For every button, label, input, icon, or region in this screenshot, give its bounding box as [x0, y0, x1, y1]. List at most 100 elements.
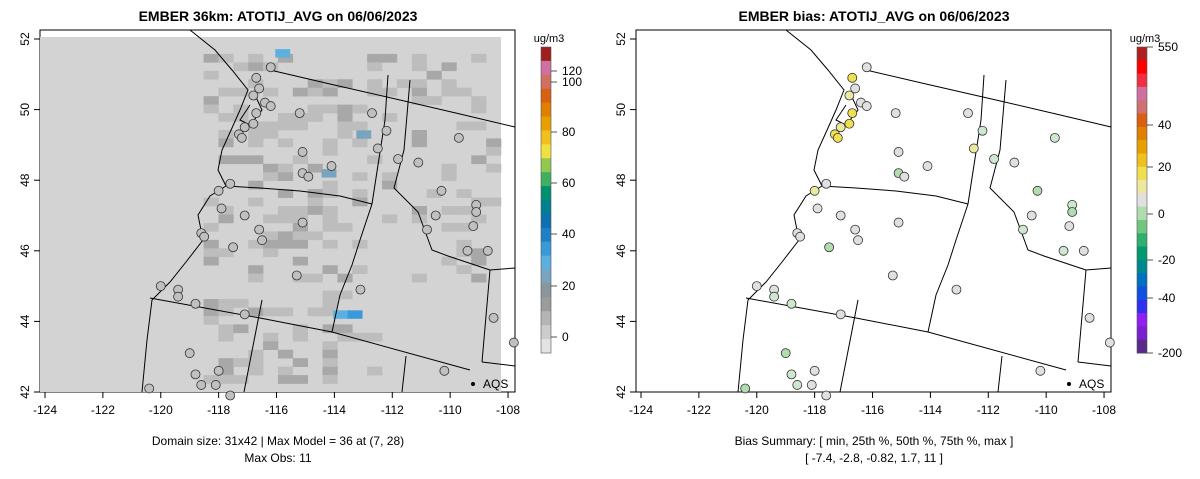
map-boundary: [1085, 267, 1112, 271]
station-marker: [265, 101, 276, 111]
station-marker: [792, 380, 803, 390]
map-boundary: [865, 69, 1112, 128]
grid-cell: [411, 214, 427, 224]
grid-cell: [352, 265, 368, 274]
grid-cell: [441, 163, 457, 173]
grid-cell: [441, 62, 457, 72]
colorbar-swatch: [1137, 246, 1147, 261]
grid-cell: [337, 113, 353, 122]
colorbar-swatch: [1137, 126, 1147, 141]
grid-cell: [322, 87, 338, 97]
x-tick-label: -114: [323, 403, 346, 417]
colorbar-swatch: [541, 241, 551, 257]
grid-cell: [233, 375, 249, 384]
grid-cell: [307, 231, 323, 241]
grid-cell: [277, 163, 294, 173]
grid-cell: [307, 189, 323, 198]
colorbar-swatch: [541, 74, 551, 90]
station-marker: [893, 217, 904, 228]
grid-cell: [292, 121, 308, 131]
colorbar-swatch: [541, 186, 551, 201]
grid-cell: [486, 163, 502, 173]
map-boundary: [481, 269, 491, 363]
grid-cell: [307, 113, 323, 122]
grid-cell: [471, 53, 487, 63]
station-marker: [1035, 365, 1046, 376]
station-marker: [508, 337, 519, 348]
colorbar-swatch: [1137, 339, 1147, 354]
grid-cell: [203, 239, 219, 249]
grid-cell: [248, 62, 264, 72]
grid-cell: [337, 332, 353, 342]
grid-cell: [233, 358, 249, 367]
grid-cell: [218, 53, 234, 63]
right-aqs-legend: AQS: [1079, 377, 1104, 391]
grid-cell: [411, 273, 427, 283]
right-colorbar-unit: ug/m3: [1130, 33, 1161, 45]
grid-cell: [456, 265, 472, 274]
y-tick-label: 42: [614, 385, 628, 399]
map-boundary: [1077, 269, 1087, 363]
station-marker: [847, 72, 858, 83]
grid-cell: [456, 189, 472, 198]
station-marker: [963, 108, 973, 119]
colorbar-swatch: [541, 269, 551, 284]
grid-cell-high: [347, 310, 363, 319]
station-marker: [196, 380, 207, 390]
station-marker: [488, 312, 499, 323]
grid-cell: [277, 138, 294, 148]
x-tick-label: -124: [33, 403, 57, 417]
station-marker: [1058, 245, 1069, 256]
station-marker: [239, 122, 250, 133]
station-marker: [216, 203, 227, 214]
station-marker: [225, 178, 236, 189]
y-tick-label: 52: [614, 32, 628, 46]
y-tick-label: 50: [18, 103, 32, 117]
grid-cell: [233, 155, 249, 165]
colorbar-swatch: [541, 172, 551, 187]
grid-cell: [411, 138, 427, 148]
station-marker: [786, 298, 797, 309]
grid-cell: [248, 155, 264, 165]
grid-cell: [352, 332, 368, 342]
grid-cell: [277, 53, 294, 63]
grid-cell: [352, 138, 368, 148]
colorbar-tick-label: 0: [1158, 207, 1165, 221]
grid-cell: [411, 53, 427, 63]
x-tick-label: -116: [265, 403, 288, 417]
y-tick-label: 48: [18, 173, 32, 187]
grid-cell: [322, 104, 338, 114]
grid-cell: [263, 129, 279, 139]
x-tick-label: -116: [861, 403, 884, 417]
grid-cell: [277, 307, 294, 317]
x-tick-label: -110: [1035, 403, 1058, 417]
colorbar-swatch: [1137, 286, 1147, 301]
colorbar-swatch: [541, 144, 551, 159]
colorbar-tick-label: 60: [562, 176, 576, 190]
colorbar-swatch: [1137, 86, 1147, 101]
colorbar-tick-label: 40: [1158, 118, 1172, 132]
grid-cell: [426, 70, 442, 80]
grid-cell: [218, 206, 234, 215]
station-marker: [824, 242, 835, 253]
station-marker: [890, 108, 901, 119]
station-marker: [887, 270, 898, 281]
x-tick-label: -120: [149, 403, 173, 417]
grid-cell: [292, 87, 308, 97]
map-boundary: [243, 299, 263, 393]
grid-cell: [248, 366, 264, 376]
station-marker: [1084, 312, 1095, 323]
colorbar-swatch: [541, 158, 551, 173]
grid-cell: [248, 265, 264, 274]
station-marker: [1064, 221, 1075, 231]
colorbar-swatch: [1137, 113, 1147, 128]
right-panel: -124 -122 -120 -118 -116 -114 -112 -110 -108 42 44…: [614, 29, 1182, 417]
station-marker: [213, 185, 224, 196]
grid-cell: [471, 273, 487, 283]
station-marker: [1018, 224, 1028, 235]
station-marker: [893, 147, 904, 157]
grid-cell: [486, 138, 502, 148]
grid-cell: [352, 239, 368, 249]
station-marker: [367, 108, 377, 119]
left-footer-line1: Domain size: 31x42 | Max Model = 36 at (…: [152, 434, 404, 448]
